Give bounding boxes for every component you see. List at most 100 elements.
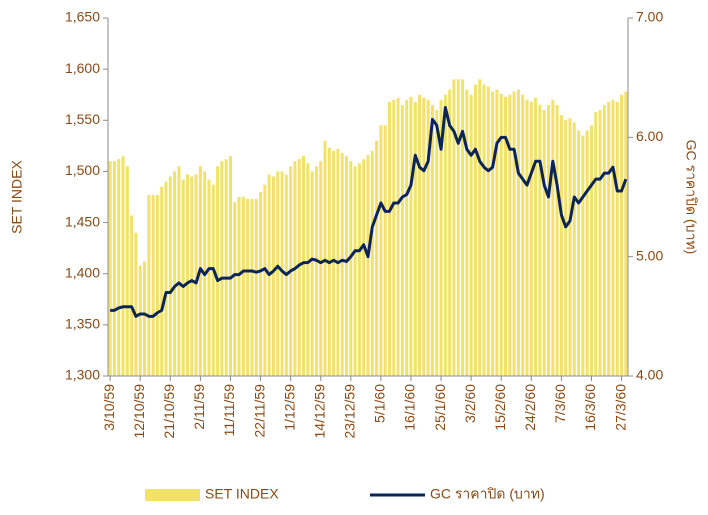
bar [418, 94, 422, 376]
bar [620, 94, 624, 376]
bar [392, 99, 396, 376]
bar [177, 166, 181, 376]
bar [422, 97, 426, 376]
x-tick-label: 21/10/59 [161, 384, 177, 439]
bar [577, 130, 581, 376]
bar [147, 194, 151, 376]
x-tick-label: 22/11/59 [251, 384, 267, 438]
bar [314, 166, 318, 376]
x-tick-label: 3/10/59 [101, 384, 117, 431]
bar [607, 101, 611, 377]
bar [443, 94, 447, 376]
bar [134, 232, 138, 376]
bar [585, 130, 589, 376]
bar [259, 191, 263, 376]
bar [241, 197, 245, 376]
y2-tick-label: 5.00 [636, 247, 663, 263]
bar [538, 104, 542, 376]
bar [160, 186, 164, 376]
bar [516, 89, 520, 376]
bar [143, 261, 147, 376]
bar [564, 120, 568, 377]
bar [572, 122, 576, 377]
bar [168, 176, 172, 376]
bar [366, 155, 370, 376]
y-tick-label: 1,650 [65, 9, 100, 25]
bar [250, 199, 254, 376]
bar [495, 89, 499, 376]
bar [504, 96, 508, 376]
bar [319, 161, 323, 376]
bar [559, 115, 563, 377]
bar [478, 79, 482, 376]
bar [220, 161, 224, 376]
bar [400, 104, 404, 376]
bar [602, 104, 606, 376]
y-tick-label: 1,550 [65, 111, 100, 127]
bar [525, 99, 529, 376]
bar [452, 79, 456, 376]
y2-tick-label: 6.00 [636, 128, 663, 144]
bar [117, 159, 121, 376]
bar [130, 215, 134, 376]
x-tick-label: 27/3/60 [612, 384, 628, 431]
bar [486, 86, 490, 376]
bar [207, 179, 211, 376]
bar [155, 194, 159, 376]
legend-swatch [145, 489, 200, 501]
bar [568, 118, 572, 377]
bar [353, 166, 357, 376]
legend-label: SET INDEX [205, 486, 279, 502]
bar [405, 99, 409, 376]
bar [310, 171, 314, 376]
bar [370, 150, 374, 376]
bar [448, 89, 452, 376]
bar [473, 84, 477, 376]
bar [121, 156, 125, 376]
bar [594, 112, 598, 377]
x-tick-label: 15/2/60 [492, 384, 508, 431]
bar [383, 125, 387, 377]
bar [624, 91, 628, 376]
bar [332, 150, 336, 376]
bar [469, 94, 473, 376]
bar [237, 197, 241, 376]
bar [589, 125, 593, 377]
x-tick-label: 7/3/60 [552, 384, 568, 423]
bar [271, 176, 275, 376]
bar [228, 156, 232, 376]
y-tick-label: 1,500 [65, 162, 100, 178]
x-tick-label: 25/1/60 [432, 384, 448, 431]
x-tick-label: 1/12/59 [281, 384, 297, 431]
bar [297, 159, 301, 376]
bar [491, 91, 495, 376]
y2-axis-label: GC ราคาปิด (บาท) [683, 140, 699, 255]
x-tick-label: 23/12/59 [342, 384, 358, 439]
bar [254, 199, 258, 376]
bar [224, 159, 228, 376]
bar [409, 96, 413, 376]
x-tick-label: 2/11/59 [191, 384, 207, 430]
x-tick-label: 12/10/59 [131, 384, 147, 439]
bar [181, 179, 185, 376]
bar [430, 104, 434, 376]
bar [302, 156, 306, 376]
bar [190, 176, 194, 376]
x-tick-label: 14/12/59 [311, 384, 327, 439]
y2-tick-label: 4.00 [636, 367, 663, 383]
bar [435, 110, 439, 377]
y-tick-label: 1,600 [65, 60, 100, 76]
bar [173, 171, 177, 376]
bar [551, 99, 555, 376]
bar [598, 110, 602, 377]
x-tick-label: 11/11/59 [221, 384, 237, 437]
bar [138, 265, 142, 376]
y-tick-label: 1,350 [65, 316, 100, 332]
bar [482, 84, 486, 376]
bar [276, 171, 280, 376]
y2-tick-label: 7.00 [636, 9, 663, 25]
bar [439, 99, 443, 376]
x-tick-label: 3/2/60 [462, 384, 478, 423]
bar [534, 97, 538, 376]
